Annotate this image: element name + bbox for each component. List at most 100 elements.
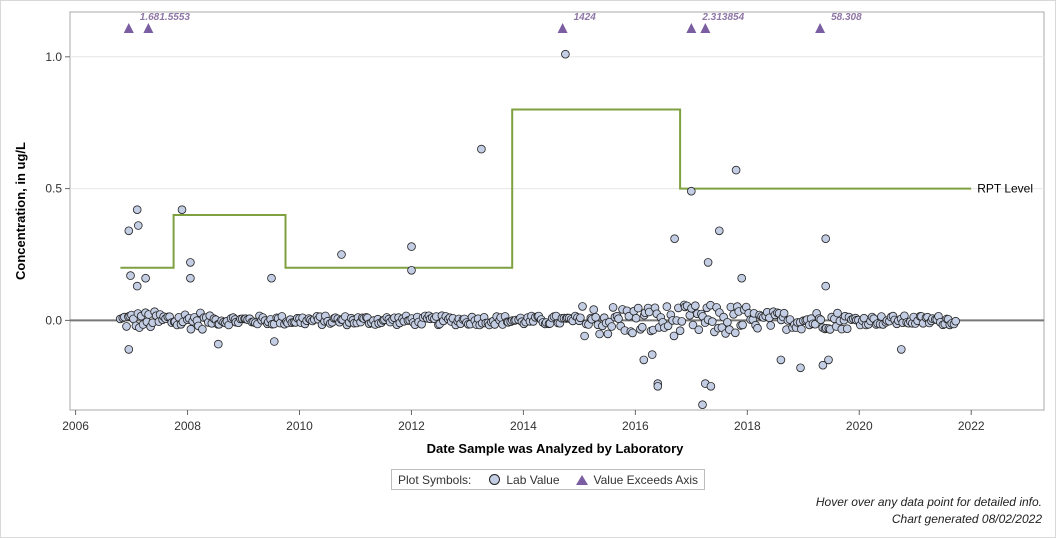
lab-value-symbol-icon [489,474,501,485]
exceeds-axis-marker [700,23,711,33]
lab-value-point [186,324,196,334]
lab-value-point [477,144,486,154]
lab-value-point [186,273,195,283]
lab-value-point [694,325,704,335]
lab-value-point [821,281,830,291]
lab-value-point [675,326,685,336]
generated-date: Chart generated 08/02/2022 [891,512,1042,526]
exceeds-axis-label: 1424 [574,12,597,23]
rpt-level-line [120,108,972,269]
lab-value-point [132,205,142,215]
lab-value-point [561,49,570,59]
lab-value-point [816,315,826,325]
lab-value-point [669,331,679,341]
lab-value-point [688,320,698,330]
lab-value-point [637,322,647,332]
lab-value-point [779,308,789,318]
lab-value-point [639,355,649,365]
lab-value-point [737,273,746,283]
lab-value-point [589,305,598,314]
lab-value-point [698,400,707,410]
lab-value-point [662,302,672,311]
lab-value-point [703,258,713,267]
lab-value-point [186,258,195,267]
lab-value-point [731,165,741,175]
exceeds-axis-label: 13854 [716,12,744,23]
lab-value-point [706,381,716,391]
x-tick-label: 2016 [622,419,649,433]
y-tick-label: 1.0 [45,50,62,64]
plot-area [69,11,1045,411]
legend-title: Plot Symbols: [398,472,472,487]
lab-value-point [124,345,134,354]
rpt-level-label: RPT Level [977,182,1033,196]
lab-value-point [595,329,604,339]
lab-value-point [578,302,587,311]
lab-value-point [631,313,641,323]
y-axis-title: Concentration, in ug/L [13,142,28,280]
lab-value-point [603,329,613,339]
x-tick-label: 2022 [958,419,985,433]
lab-value-point [132,281,142,291]
exceeds-axis-label: 1.68 [140,12,160,23]
x-tick-label: 2010 [286,419,313,433]
lab-value-point [797,324,806,334]
lab-value-point [685,310,695,320]
x-tick-label: 2012 [398,419,425,433]
exceeds-axis-marker [123,23,134,33]
lab-value-point [647,350,657,359]
x-tick-label: 2020 [846,419,873,433]
exceeds-axis-label: 58.308 [831,12,862,23]
exceeds-axis-marker [815,23,826,33]
y-tick-label: 0.5 [45,182,62,196]
lab-value-point [608,303,618,312]
x-axis-title: Date Sample was Analyzed by Laboratory [427,441,684,456]
x-tick-label: 2006 [62,419,89,433]
lab-value-point [896,345,906,354]
lab-value-point [677,317,687,326]
lab-value-point [738,320,747,330]
exceeds-axis-label: 2.3 [701,12,716,23]
exceeds-axis-marker [557,23,568,33]
lab-value-point [628,328,637,338]
x-tick-label: 2018 [734,419,761,433]
lab-value-point [633,303,643,313]
lab-value-point [766,321,775,330]
lab-value-point [269,337,279,346]
lab-value-point [690,301,700,311]
lab-value-point [707,317,717,326]
lab-value-point [177,205,187,215]
lab-value-point [730,328,740,338]
lab-value-point [614,314,623,324]
lab-value-point [842,324,852,334]
lab-value-point [776,355,786,365]
lab-value-point [122,322,131,331]
lab-value-point [407,242,416,251]
lab-value-point [337,250,346,259]
legend-item-exceeds-axis: Value Exceeds Axis [593,472,699,487]
exceeds-axis-marker [686,23,697,33]
lab-value-point [753,323,762,333]
lab-value-point [591,312,600,322]
exceeds-axis-marker [143,23,154,33]
lab-value-point [141,273,150,283]
lab-value-point [126,271,135,280]
lab-value-point [723,317,732,327]
lab-value-point [810,319,820,329]
hover-note: Hover over any data point for detailed i… [815,495,1042,509]
x-tick-label: 2014 [510,419,537,433]
legend: Plot Symbols: Lab Value Value Exceeds Ax… [391,469,706,490]
lab-value-point [670,234,679,244]
lab-value-point [821,234,830,244]
lab-value-point [277,312,287,321]
lab-value-point [267,273,276,283]
lab-value-point [580,331,589,341]
lab-value-point [796,363,805,373]
lab-value-point [833,308,842,318]
lab-value-point [134,221,143,230]
exceeds-axis-symbol-icon [575,474,588,485]
lab-value-point [576,313,585,323]
lab-value-point [824,355,833,365]
lab-value-point [198,324,207,334]
lab-value-point [214,339,223,349]
